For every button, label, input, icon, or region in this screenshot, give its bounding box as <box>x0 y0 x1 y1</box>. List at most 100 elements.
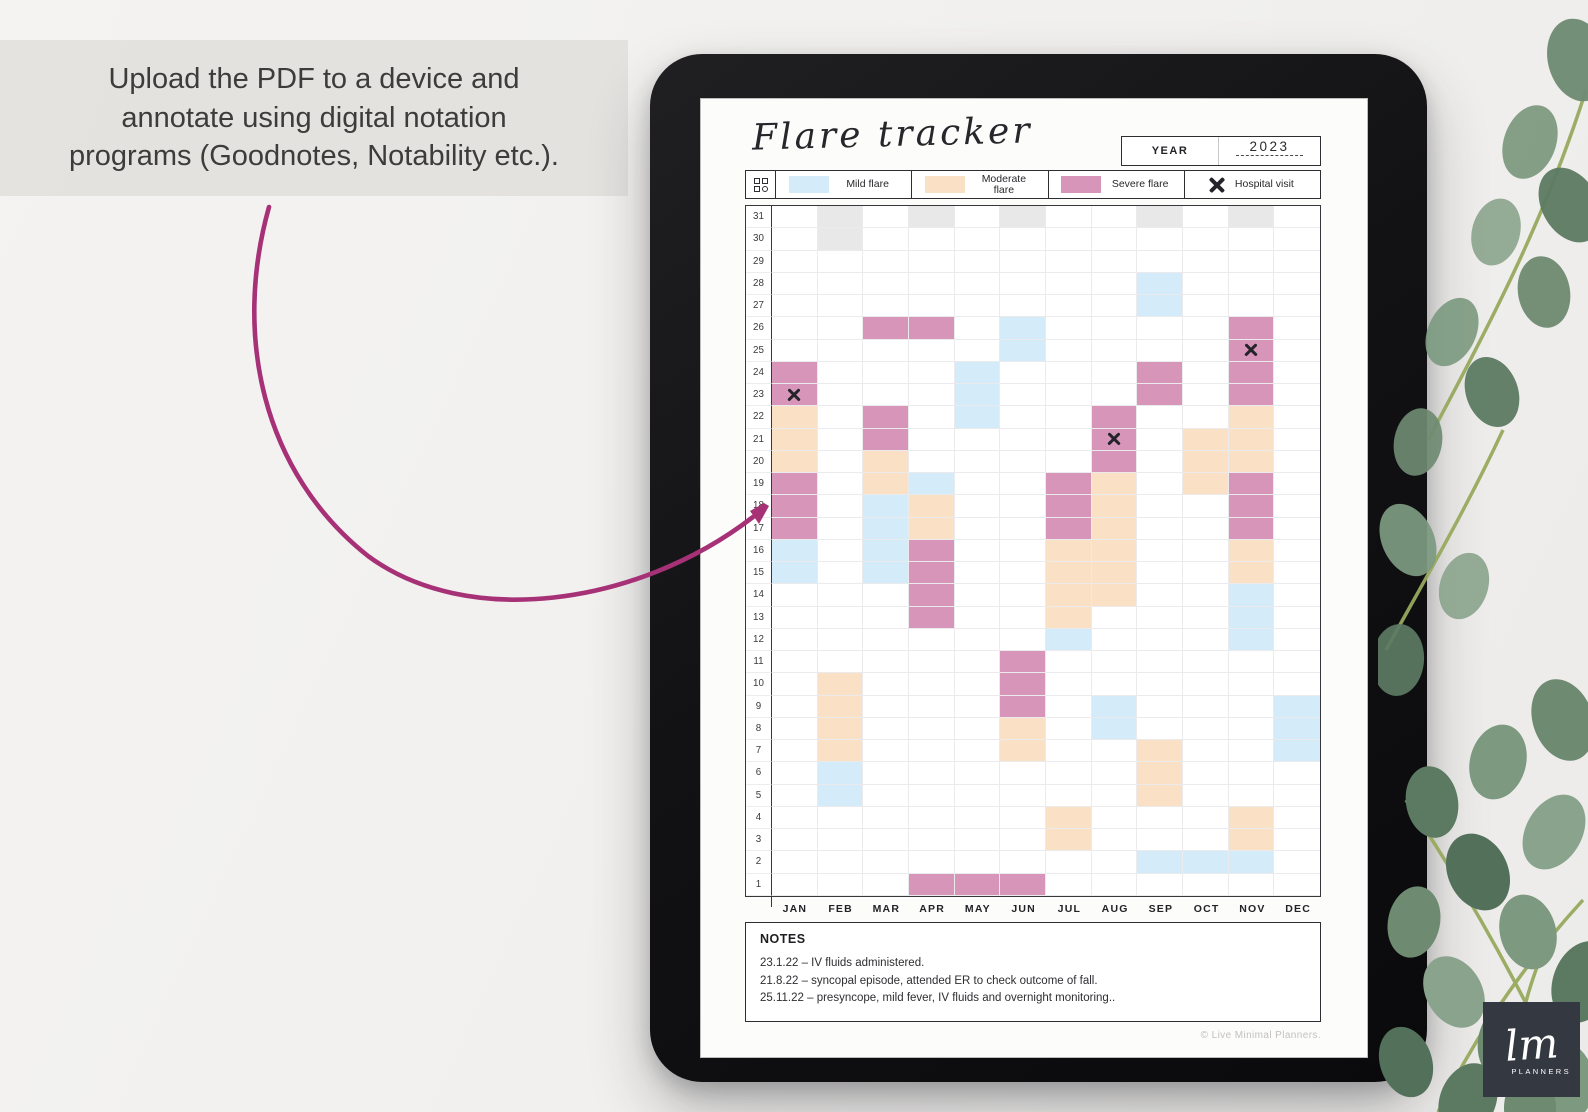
tracker-cell-feb-12 <box>817 628 864 651</box>
tracker-cell-sep-22 <box>1137 406 1183 429</box>
tracker-cell-jan-28 <box>772 272 818 295</box>
tracker-cell-jul-17 <box>1046 517 1092 540</box>
tracker-cell-nov-10 <box>1228 673 1275 696</box>
tracker-cell-sep-5 <box>1137 784 1183 807</box>
instruction-note: Upload the PDF to a device and annotate … <box>0 40 628 196</box>
tracker-cell-jan-18 <box>772 495 818 518</box>
tracker-cell-sep-3 <box>1137 829 1183 852</box>
day-row-label: 1 <box>746 873 772 896</box>
day-row-label: 25 <box>746 339 772 362</box>
tracker-cell-mar-30 <box>863 228 909 251</box>
tracker-cell-mar-12 <box>863 628 909 651</box>
tracker-cell-may-31 <box>954 206 1001 229</box>
day-row-label: 28 <box>746 272 772 295</box>
day-row-label: 18 <box>746 495 772 518</box>
tracker-cell-dec-8 <box>1274 717 1320 740</box>
planner-page: Flare tracker YEAR 2023 Mild flare Moder… <box>700 98 1368 1058</box>
tracker-cell-nov-11 <box>1228 651 1275 674</box>
tracker-cell-jul-14 <box>1046 584 1092 607</box>
tracker-cell-aug-29 <box>1091 250 1138 273</box>
legend-item-mild: Mild flare <box>776 171 913 198</box>
tracker-cell-aug-20 <box>1091 450 1138 473</box>
tracker-cell-aug-27 <box>1091 295 1138 318</box>
day-row-label: 5 <box>746 784 772 807</box>
brand-logo-script: lm <box>1503 1018 1560 1071</box>
tracker-cell-may-9 <box>954 695 1001 718</box>
tracker-cell-dec-10 <box>1274 673 1320 696</box>
legend-item-severe: Severe flare <box>1049 171 1185 198</box>
tracker-cell-may-14 <box>954 584 1001 607</box>
legend-label: Mild flare <box>846 178 889 190</box>
tracker-cell-nov-5 <box>1228 784 1275 807</box>
tracker-cell-mar-13 <box>863 606 909 629</box>
tracker-cell-dec-19 <box>1274 473 1320 496</box>
tracker-cell-oct-3 <box>1183 829 1229 852</box>
tracker-cell-jun-7 <box>1000 740 1046 763</box>
month-label-dec: DEC <box>1285 902 1312 915</box>
tracker-cell-dec-29 <box>1274 251 1320 273</box>
tracker-cell-may-24 <box>954 361 1001 384</box>
tracker-cell-oct-18 <box>1183 495 1229 518</box>
day-row-label: 9 <box>746 695 772 718</box>
tracker-cell-jun-17 <box>1000 517 1046 540</box>
year-box: YEAR 2023 <box>1121 136 1321 166</box>
tracker-cell-jun-23 <box>1000 384 1046 407</box>
tracker-cell-nov-13 <box>1228 606 1275 629</box>
tracker-cell-oct-11 <box>1183 651 1229 674</box>
tracker-cell-jan-13 <box>772 606 818 629</box>
tracker-cell-apr-22 <box>909 406 955 429</box>
tracker-cell-sep-30 <box>1137 228 1183 251</box>
tracker-cell-mar-19 <box>863 473 909 496</box>
tracker-cell-jul-10 <box>1046 673 1092 696</box>
tracker-cell-apr-7 <box>909 740 955 763</box>
tracker-cell-oct-16 <box>1183 539 1229 562</box>
tracker-cell-jun-6 <box>1000 762 1046 785</box>
year-value: 2023 <box>1236 139 1303 156</box>
tracker-cell-sep-1 <box>1137 873 1183 896</box>
tracker-cell-sep-25 <box>1137 339 1183 362</box>
month-label-feb: FEB <box>828 902 853 915</box>
legend-label: Moderate flare <box>981 172 1027 196</box>
tracker-cell-jul-12 <box>1046 628 1092 651</box>
day-row-label: 7 <box>746 740 772 763</box>
instruction-line: programs (Goodnotes, Notability etc.). <box>69 140 559 173</box>
day-row-label: 15 <box>746 562 772 585</box>
legend-bar: Mild flare Moderate flare Severe flare H… <box>745 170 1321 199</box>
tracker-cell-may-19 <box>954 473 1001 496</box>
tracker-cell-apr-12 <box>909 628 955 651</box>
tracker-cell-nov-28 <box>1228 272 1275 295</box>
tracker-cell-aug-9 <box>1091 695 1138 718</box>
tracker-cell-dec-6 <box>1274 762 1320 785</box>
tracker-cell-may-28 <box>954 272 1001 295</box>
tracker-cell-nov-12 <box>1228 628 1275 651</box>
tracker-cell-jul-3 <box>1046 829 1092 852</box>
tracker-cell-oct-5 <box>1183 784 1229 807</box>
tracker-cell-may-18 <box>954 495 1001 518</box>
tracker-cell-aug-10 <box>1091 673 1138 696</box>
tracker-cell-dec-18 <box>1274 495 1320 518</box>
legend-item-hospital: Hospital visit <box>1185 171 1320 198</box>
tracker-cell-sep-10 <box>1137 673 1183 696</box>
tracker-cell-jun-28 <box>1000 272 1046 295</box>
tracker-cell-mar-23 <box>863 384 909 407</box>
tracker-cell-jan-8 <box>772 717 818 740</box>
hospital-visit-x-icon <box>1243 342 1259 358</box>
tracker-cell-oct-7 <box>1183 740 1229 763</box>
tracker-cell-aug-1 <box>1091 873 1138 896</box>
tracker-cell-jun-11 <box>1000 651 1046 674</box>
tracker-cell-oct-24 <box>1183 361 1229 384</box>
legend-label: Hospital visit <box>1234 178 1294 190</box>
tracker-cell-apr-25 <box>909 339 955 362</box>
day-row-label: 13 <box>746 606 772 629</box>
tracker-cell-may-11 <box>954 651 1001 674</box>
tracker-cell-oct-15 <box>1183 562 1229 585</box>
tracker-cell-mar-21 <box>863 428 909 451</box>
tracker-cell-feb-27 <box>817 295 864 318</box>
day-row-label: 22 <box>746 406 772 429</box>
tracker-cell-dec-16 <box>1274 540 1320 562</box>
day-row-label: 8 <box>746 717 772 740</box>
tracker-cell-sep-12 <box>1137 628 1183 651</box>
tracker-cell-feb-25 <box>817 339 864 362</box>
tracker-cell-jul-9 <box>1046 695 1092 718</box>
tracker-cell-feb-20 <box>817 450 864 473</box>
